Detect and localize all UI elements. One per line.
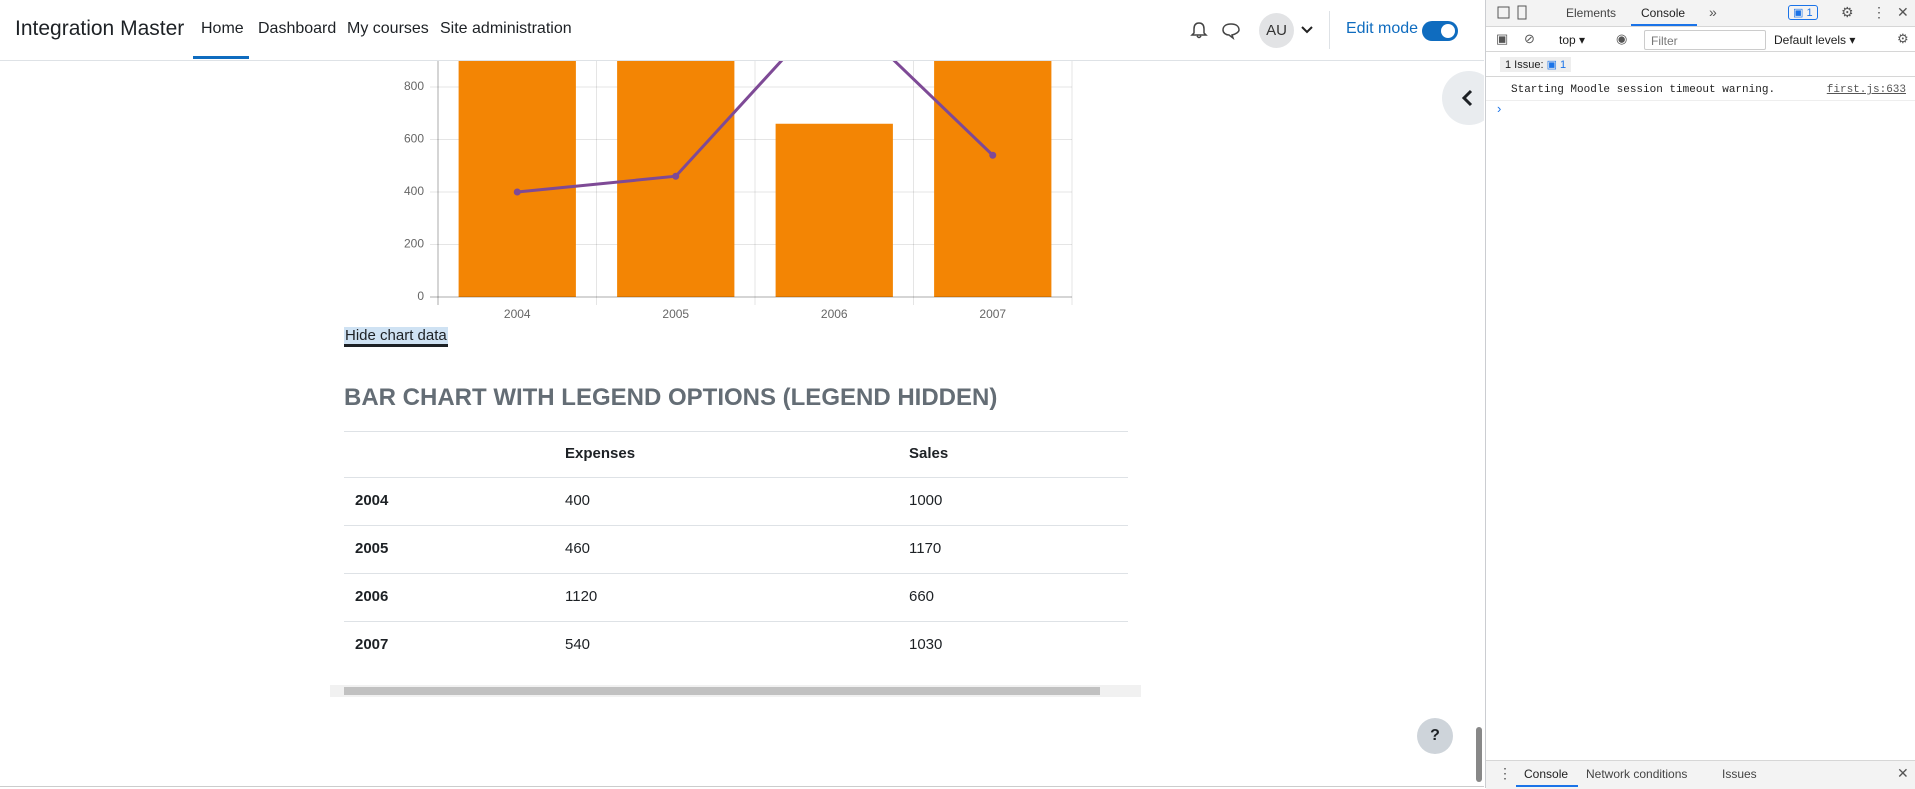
- avatar[interactable]: AU: [1259, 13, 1294, 48]
- drawer-tab[interactable]: Network conditions: [1586, 767, 1688, 781]
- h-scrollbar[interactable]: [330, 685, 1141, 697]
- row-border: [344, 573, 1128, 574]
- clear-console[interactable]: ⊘: [1524, 31, 1535, 46]
- y-tick-label: 600: [404, 132, 424, 146]
- filter-placeholder: Filter: [1651, 34, 1678, 48]
- row-header: 2006: [355, 588, 389, 605]
- context: top: [1559, 33, 1576, 47]
- message-border: [1486, 100, 1915, 101]
- help-button[interactable]: ?: [1417, 718, 1453, 754]
- drawer-tab-underline: [1516, 785, 1578, 787]
- table-cell: 1000: [909, 492, 943, 509]
- bottom-border: [0, 786, 1484, 787]
- bar: [934, 26, 1052, 297]
- nav-link[interactable]: Dashboard: [258, 20, 337, 37]
- drawer-toggle[interactable]: [1442, 71, 1484, 125]
- sidebar-toggle[interactable]: ▣: [1496, 31, 1509, 46]
- drawer-menu[interactable]: ⋮: [1498, 765, 1512, 781]
- edit-toggle[interactable]: [1422, 21, 1458, 41]
- navbar: Integration Master Home Dashboard My cou…: [0, 0, 1484, 61]
- drawer-icon: [1461, 89, 1473, 107]
- issue-badge[interactable]: ▣ 1: [1788, 5, 1818, 20]
- y-tick-label: 200: [404, 237, 424, 251]
- row-header: 2005: [355, 540, 389, 557]
- scroll-thumb[interactable]: [344, 687, 1100, 695]
- point: [989, 151, 997, 159]
- active-tab-underline: [1631, 24, 1697, 26]
- section-heading: BAR CHART WITH LEGEND OPTIONS (LEGEND HI…: [344, 384, 998, 411]
- x-tick-label: 2004: [504, 307, 531, 321]
- row-border: [344, 477, 1128, 478]
- menu[interactable]: ⋮: [1872, 4, 1886, 20]
- row-header: 2004: [355, 492, 389, 509]
- line: [517, 0, 994, 194]
- drawer-tab[interactable]: Issues: [1722, 767, 1757, 781]
- x-tick-label: 2005: [662, 307, 689, 321]
- issues-bar: [1486, 52, 1915, 77]
- point: [513, 188, 521, 196]
- drawer-tab[interactable]: Console: [1524, 767, 1569, 781]
- devtools-toolbar: [1486, 0, 1915, 27]
- table-cell: 1030: [909, 636, 943, 653]
- x-tick-label: 2006: [821, 307, 848, 321]
- live-expression[interactable]: ◉: [1616, 31, 1628, 46]
- issues-count: ▣ 1: [1546, 59, 1567, 71]
- issues-number: 1: [1560, 59, 1567, 71]
- row-header: 2007: [355, 636, 389, 653]
- column-header: Sales: [909, 445, 949, 462]
- nav-link[interactable]: Home: [201, 20, 244, 37]
- divider: [1329, 11, 1330, 49]
- bar: [775, 123, 893, 297]
- point: [672, 172, 680, 180]
- active-underline: [193, 56, 249, 59]
- console-toolbar: [1486, 27, 1915, 52]
- v-scrollbar[interactable]: [1476, 727, 1482, 782]
- page-main: 0 200 400 600 800 2004 2005 2006 2007 Integratio…: [0, 0, 1484, 787]
- devtools-tab[interactable]: Console: [1641, 6, 1686, 20]
- drawer-close[interactable]: ✕: [1897, 765, 1909, 781]
- chevron[interactable]: [1300, 24, 1314, 36]
- table-cell: 660: [909, 588, 935, 605]
- table-cell: 460: [565, 540, 591, 557]
- nav-icons[interactable]: [1189, 20, 1249, 40]
- table-cell: 1170: [909, 540, 942, 557]
- table-cell: 1120: [565, 588, 598, 605]
- message-source[interactable]: first.js:633: [1826, 84, 1906, 96]
- inspect-icons[interactable]: [1496, 5, 1530, 21]
- console-settings[interactable]: ⚙: [1897, 31, 1909, 46]
- console-message: Starting Moodle session timeout warning.: [1511, 84, 1776, 96]
- filter-input[interactable]: Filter: [1644, 30, 1766, 50]
- table-cell: 400: [565, 492, 591, 509]
- devtools-tab[interactable]: Elements: [1566, 6, 1617, 20]
- nav-link[interactable]: Site administration: [440, 20, 572, 37]
- nav-link[interactable]: My courses: [347, 20, 429, 37]
- row-border: [344, 621, 1128, 622]
- issues-text: 1 Issue:: [1505, 59, 1544, 71]
- column-header: Expenses: [565, 445, 636, 462]
- levels-select[interactable]: Default levels ▾: [1774, 33, 1856, 47]
- prompt[interactable]: ›: [1497, 101, 1502, 116]
- y-tick-label: 800: [404, 79, 424, 93]
- toggle-knob: [1441, 24, 1455, 38]
- issues-link[interactable]: 1 Issue: ▣ 1: [1500, 57, 1572, 72]
- table-border: [344, 431, 1128, 432]
- y-tick-label: 400: [404, 184, 424, 198]
- edit-mode-label[interactable]: Edit mode: [1346, 20, 1419, 37]
- more-tabs[interactable]: »: [1709, 4, 1717, 20]
- close[interactable]: ✕: [1897, 4, 1909, 20]
- brand[interactable]: Integration Master: [15, 17, 185, 40]
- bar: [458, 34, 576, 297]
- table-cell: 540: [565, 636, 591, 653]
- settings[interactable]: ⚙: [1841, 4, 1854, 20]
- row-border: [344, 525, 1128, 526]
- context-select[interactable]: top ▾: [1559, 33, 1586, 47]
- x-tick-label: 2007: [979, 307, 1006, 321]
- toggle-data-link[interactable]: Hide chart data: [344, 327, 448, 347]
- issue-count: 1: [1806, 7, 1813, 19]
- drawer-bar: [1486, 760, 1915, 789]
- y-tick-label: 0: [417, 289, 424, 303]
- devtools: Elements Console » ▣ 1 ⚙ ⋮ ✕ ▣ ⊘ top ▾ ◉…: [1485, 0, 1915, 789]
- levels: Default levels: [1774, 33, 1847, 47]
